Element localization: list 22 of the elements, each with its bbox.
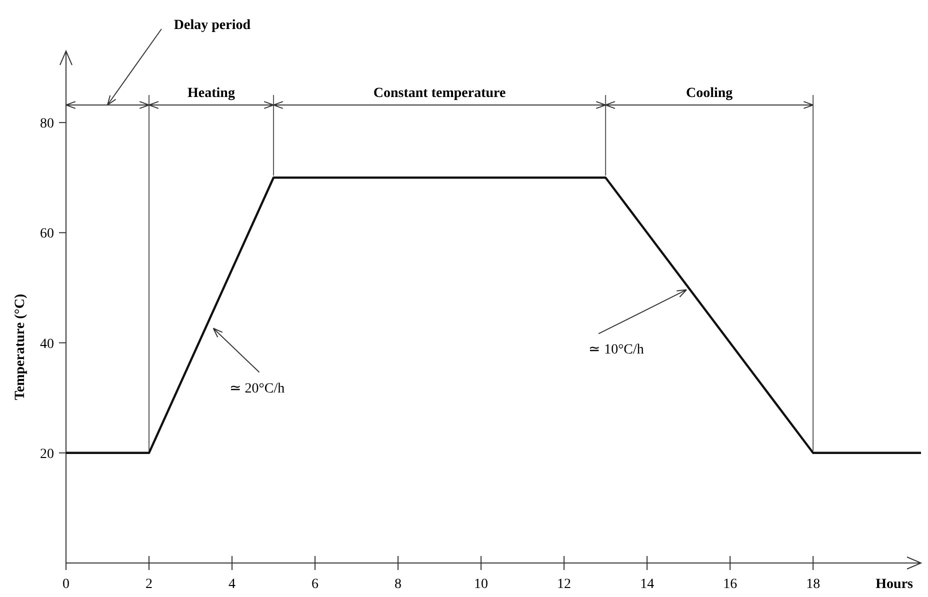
annotation: ≃ 20°C/h xyxy=(229,381,285,396)
text: Delay period xyxy=(174,18,251,33)
y-tick-label: 60 xyxy=(40,226,54,242)
x-tick-label: 8 xyxy=(394,577,402,592)
y-tick-label: 20 xyxy=(40,446,54,462)
x-tick-label: 0 xyxy=(62,577,70,592)
y-tick-label: 80 xyxy=(40,116,54,132)
x-tick-label: 10 xyxy=(474,577,488,592)
annotation: Cooling xyxy=(686,86,733,101)
y-tick-label: 40 xyxy=(40,336,54,352)
x-tick-label: 2 xyxy=(146,577,153,592)
x-tick-label: 12 xyxy=(557,577,572,592)
annotation: Heating xyxy=(188,86,235,101)
annotation: ≃ 10°C/h xyxy=(588,342,644,358)
x-tick-label: 16 xyxy=(723,577,738,592)
y-axis-title: Temperature (°C) xyxy=(13,294,28,400)
annotation: Constant temperature xyxy=(373,86,506,101)
x-tick-label: 14 xyxy=(640,577,654,592)
x-tick-label: 6 xyxy=(312,577,319,592)
x-tick-label: 4 xyxy=(228,577,236,592)
x-tick-label: 18 xyxy=(806,577,820,592)
x-axis-title: Hours xyxy=(876,577,914,592)
